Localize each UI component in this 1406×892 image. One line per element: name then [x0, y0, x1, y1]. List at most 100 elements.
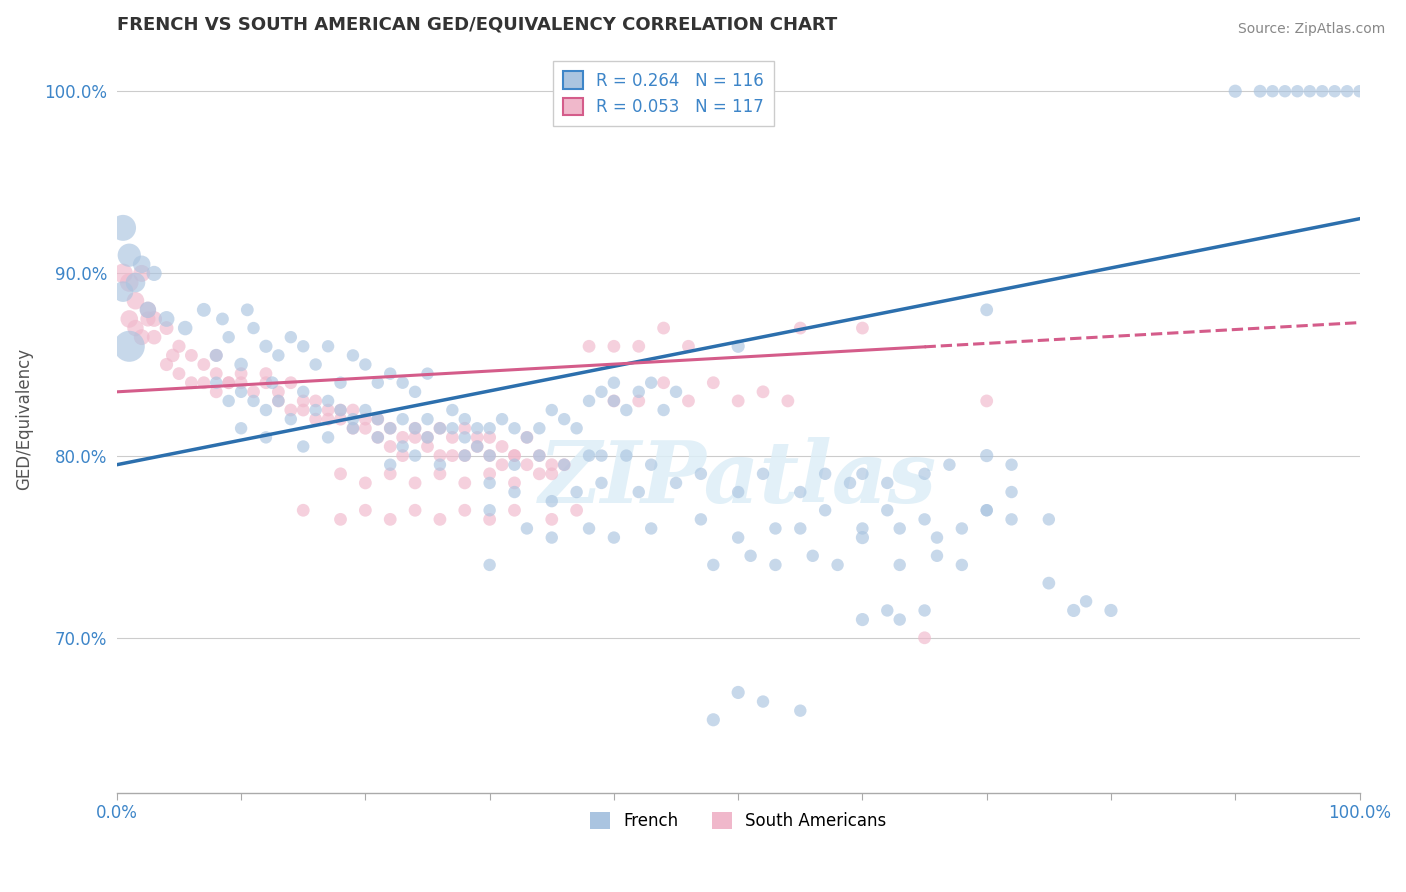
Point — [914, 512, 936, 526]
Point — [851, 521, 873, 535]
Point — [851, 531, 873, 545]
Point — [689, 512, 711, 526]
Point — [267, 393, 290, 408]
Point — [976, 503, 998, 517]
Point — [367, 412, 389, 426]
Point — [491, 412, 513, 426]
Point — [478, 449, 501, 463]
Point — [914, 631, 936, 645]
Point — [465, 430, 488, 444]
Point — [254, 430, 277, 444]
Point — [242, 321, 264, 335]
Point — [429, 421, 451, 435]
Point — [380, 440, 402, 454]
Point — [1074, 594, 1097, 608]
Point — [503, 475, 526, 490]
Point — [789, 521, 811, 535]
Point — [292, 339, 315, 353]
Point — [540, 494, 562, 508]
Point — [416, 440, 439, 454]
Point — [404, 421, 426, 435]
Point — [752, 384, 775, 399]
Point — [380, 367, 402, 381]
Point — [305, 403, 328, 417]
Point — [491, 440, 513, 454]
Point — [143, 312, 166, 326]
Point — [603, 393, 626, 408]
Point — [478, 558, 501, 572]
Point — [354, 412, 377, 426]
Point — [218, 376, 240, 390]
Point — [380, 421, 402, 435]
Point — [1274, 84, 1296, 98]
Point — [454, 449, 477, 463]
Point — [167, 339, 190, 353]
Point — [416, 367, 439, 381]
Point — [529, 449, 551, 463]
Point — [112, 220, 135, 235]
Point — [1261, 84, 1284, 98]
Point — [876, 503, 898, 517]
Point — [167, 367, 190, 381]
Point — [950, 558, 973, 572]
Point — [553, 412, 575, 426]
Point — [827, 558, 849, 572]
Point — [205, 376, 228, 390]
Point — [205, 348, 228, 362]
Point — [292, 384, 315, 399]
Point — [380, 458, 402, 472]
Point — [131, 257, 153, 271]
Point — [131, 330, 153, 344]
Point — [454, 503, 477, 517]
Point — [404, 503, 426, 517]
Point — [342, 348, 364, 362]
Point — [1323, 84, 1346, 98]
Point — [162, 348, 184, 362]
Point — [976, 449, 998, 463]
Point — [478, 421, 501, 435]
Point — [280, 376, 302, 390]
Point — [429, 421, 451, 435]
Point — [316, 403, 339, 417]
Point — [678, 393, 700, 408]
Point — [950, 521, 973, 535]
Point — [665, 384, 688, 399]
Point — [578, 339, 600, 353]
Point — [1286, 84, 1309, 98]
Point — [925, 531, 948, 545]
Point — [938, 458, 960, 472]
Point — [380, 467, 402, 481]
Point — [578, 521, 600, 535]
Point — [914, 603, 936, 617]
Point — [380, 512, 402, 526]
Point — [367, 430, 389, 444]
Point — [254, 367, 277, 381]
Point — [752, 695, 775, 709]
Point — [429, 458, 451, 472]
Point — [136, 302, 159, 317]
Point — [889, 558, 911, 572]
Point — [316, 412, 339, 426]
Point — [1038, 512, 1060, 526]
Point — [118, 248, 141, 262]
Point — [342, 421, 364, 435]
Point — [689, 467, 711, 481]
Point — [478, 512, 501, 526]
Point — [627, 393, 650, 408]
Point — [503, 503, 526, 517]
Point — [889, 613, 911, 627]
Point — [553, 458, 575, 472]
Point — [529, 449, 551, 463]
Point — [155, 312, 177, 326]
Point — [280, 412, 302, 426]
Point — [342, 403, 364, 417]
Point — [118, 339, 141, 353]
Point — [404, 430, 426, 444]
Point — [211, 312, 233, 326]
Point — [652, 403, 675, 417]
Point — [503, 449, 526, 463]
Point — [205, 384, 228, 399]
Point — [329, 512, 352, 526]
Point — [1348, 84, 1371, 98]
Point — [789, 321, 811, 335]
